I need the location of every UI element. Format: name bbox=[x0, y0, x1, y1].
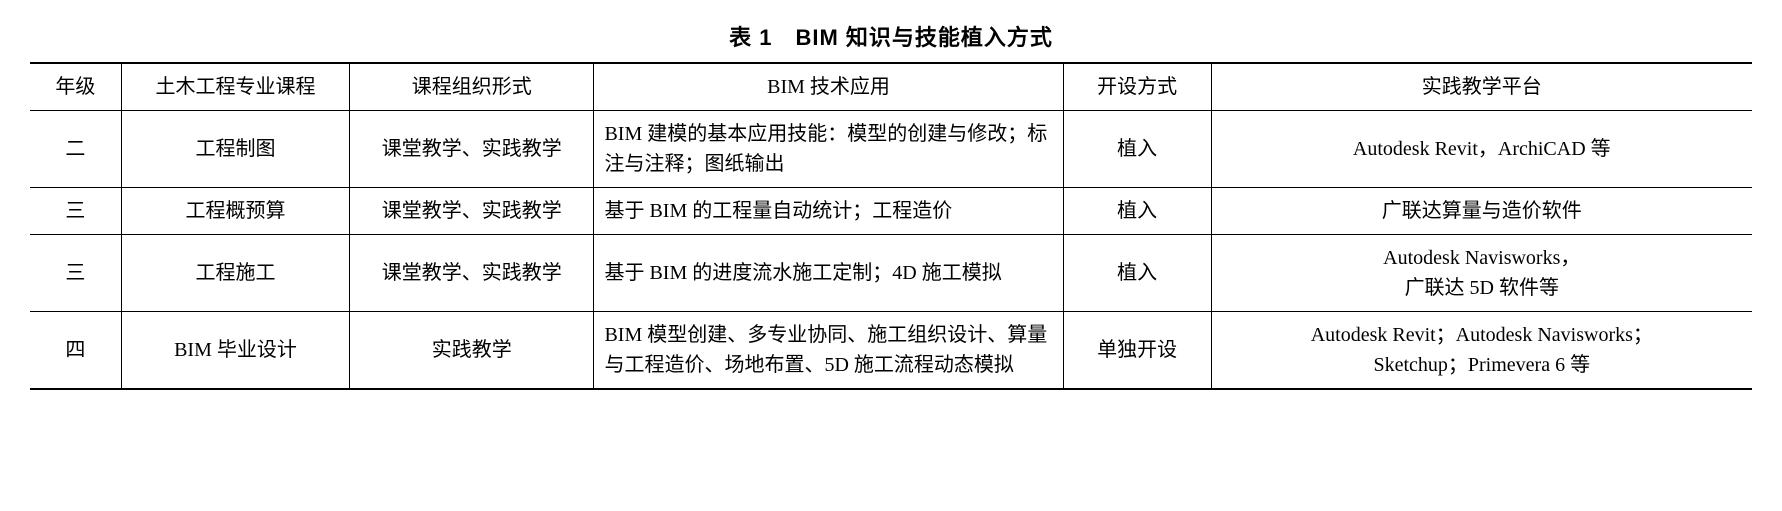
cell-mode: 植入 bbox=[1063, 111, 1211, 188]
cell-org: 课堂教学、实践教学 bbox=[350, 188, 594, 235]
table-row: 二 工程制图 课堂教学、实践教学 BIM 建模的基本应用技能：模型的创建与修改；… bbox=[30, 111, 1752, 188]
cell-course: 工程概预算 bbox=[121, 188, 349, 235]
cell-course: BIM 毕业设计 bbox=[121, 312, 349, 390]
cell-grade: 三 bbox=[30, 188, 121, 235]
cell-org: 实践教学 bbox=[350, 312, 594, 390]
cell-grade: 二 bbox=[30, 111, 121, 188]
cell-app: BIM 建模的基本应用技能：模型的创建与修改；标注与注释；图纸输出 bbox=[594, 111, 1063, 188]
cell-app: 基于 BIM 的进度流水施工定制；4D 施工模拟 bbox=[594, 235, 1063, 312]
table-row: 四 BIM 毕业设计 实践教学 BIM 模型创建、多专业协同、施工组织设计、算量… bbox=[30, 312, 1752, 390]
col-header-app: BIM 技术应用 bbox=[594, 63, 1063, 111]
cell-mode: 植入 bbox=[1063, 188, 1211, 235]
cell-org: 课堂教学、实践教学 bbox=[350, 111, 594, 188]
cell-platform: Autodesk Revit，ArchiCAD 等 bbox=[1211, 111, 1752, 188]
table-caption: 表 1 BIM 知识与技能植入方式 bbox=[30, 20, 1752, 52]
col-header-org: 课程组织形式 bbox=[350, 63, 594, 111]
table-row: 三 工程概预算 课堂教学、实践教学 基于 BIM 的工程量自动统计；工程造价 植… bbox=[30, 188, 1752, 235]
cell-org: 课堂教学、实践教学 bbox=[350, 235, 594, 312]
cell-platform: Autodesk Navisworks，广联达 5D 软件等 bbox=[1211, 235, 1752, 312]
cell-platform: Autodesk Revit；Autodesk Navisworks；Sketc… bbox=[1211, 312, 1752, 390]
cell-course: 工程制图 bbox=[121, 111, 349, 188]
table-row: 三 工程施工 课堂教学、实践教学 基于 BIM 的进度流水施工定制；4D 施工模… bbox=[30, 235, 1752, 312]
cell-course: 工程施工 bbox=[121, 235, 349, 312]
header-row: 年级 土木工程专业课程 课程组织形式 BIM 技术应用 开设方式 实践教学平台 bbox=[30, 63, 1752, 111]
cell-grade: 四 bbox=[30, 312, 121, 390]
bim-table: 年级 土木工程专业课程 课程组织形式 BIM 技术应用 开设方式 实践教学平台 … bbox=[30, 62, 1752, 390]
cell-grade: 三 bbox=[30, 235, 121, 312]
cell-platform: 广联达算量与造价软件 bbox=[1211, 188, 1752, 235]
col-header-grade: 年级 bbox=[30, 63, 121, 111]
cell-app: BIM 模型创建、多专业协同、施工组织设计、算量与工程造价、场地布置、5D 施工… bbox=[594, 312, 1063, 390]
cell-mode: 单独开设 bbox=[1063, 312, 1211, 390]
col-header-course: 土木工程专业课程 bbox=[121, 63, 349, 111]
cell-app: 基于 BIM 的工程量自动统计；工程造价 bbox=[594, 188, 1063, 235]
col-header-mode: 开设方式 bbox=[1063, 63, 1211, 111]
col-header-platform: 实践教学平台 bbox=[1211, 63, 1752, 111]
cell-mode: 植入 bbox=[1063, 235, 1211, 312]
